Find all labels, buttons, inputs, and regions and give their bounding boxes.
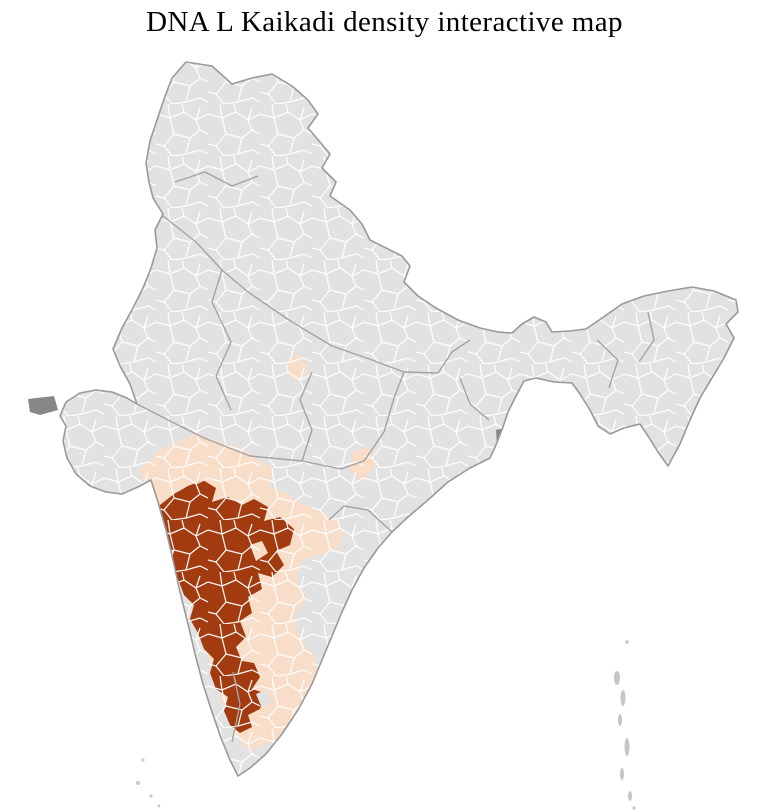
state-borders: [136, 171, 655, 743]
page-title: DNA L Kaikadi density interactive map: [146, 6, 623, 38]
lakshadweep-islands[interactable]: [136, 758, 161, 808]
andaman-islands[interactable]: [614, 640, 636, 810]
no-data-region-kutch[interactable]: [28, 396, 58, 415]
district-grid-overlay: [60, 62, 738, 776]
